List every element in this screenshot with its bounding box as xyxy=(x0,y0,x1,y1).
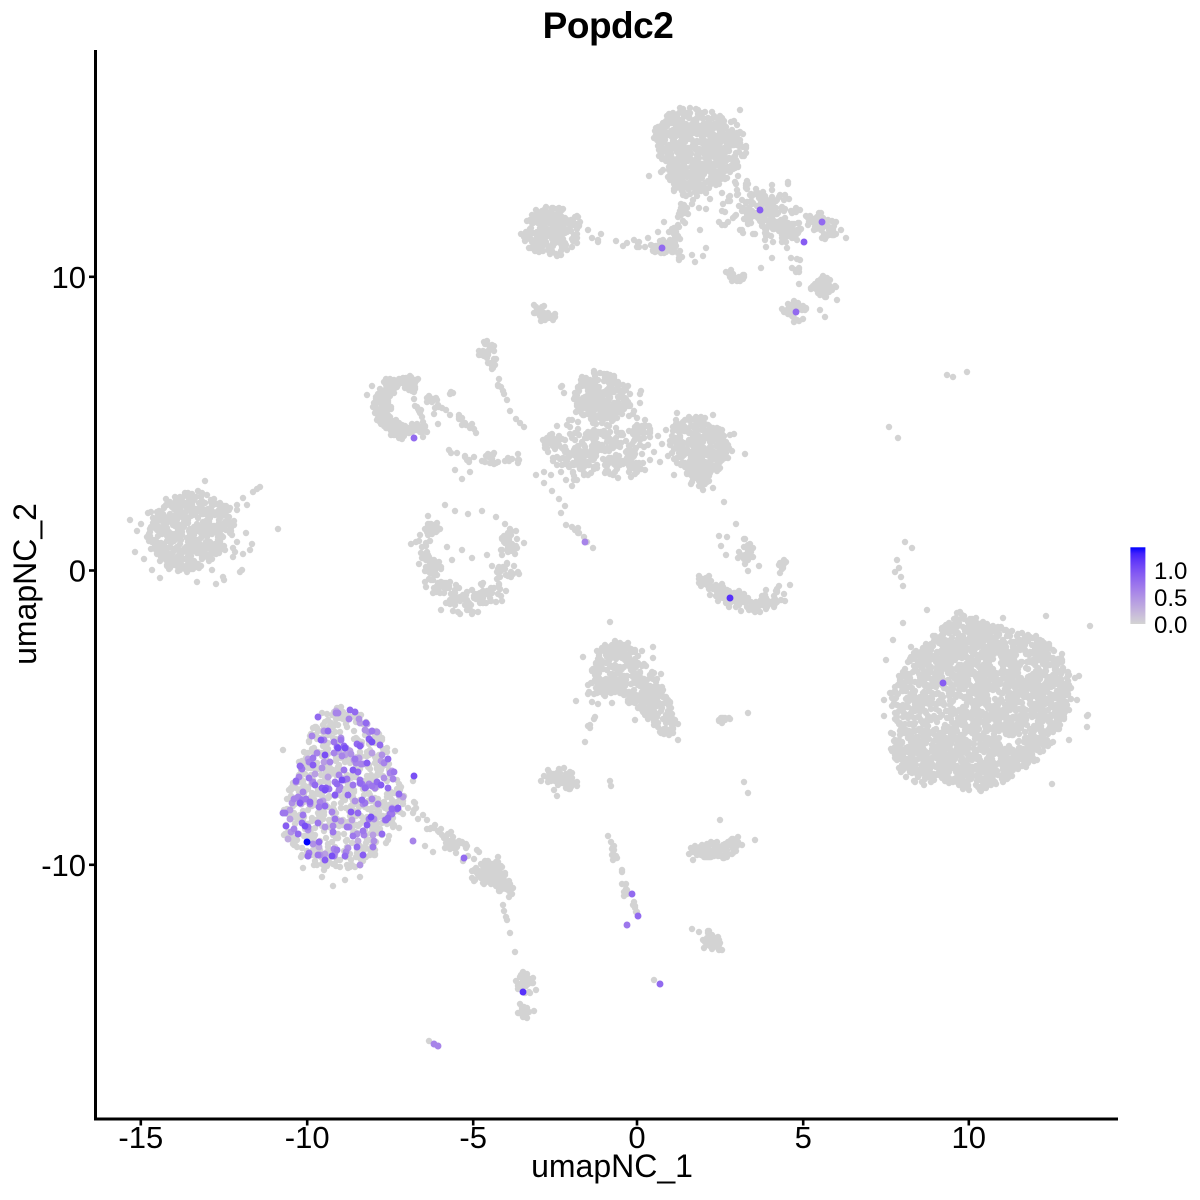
svg-text:5: 5 xyxy=(795,1120,812,1155)
svg-text:umapNC_1: umapNC_1 xyxy=(531,1148,693,1184)
svg-text:10: 10 xyxy=(52,260,86,295)
svg-text:-5: -5 xyxy=(459,1120,487,1155)
svg-text:1.0: 1.0 xyxy=(1154,558,1187,585)
svg-text:10: 10 xyxy=(952,1120,986,1155)
svg-text:Popdc2: Popdc2 xyxy=(543,5,674,46)
svg-text:umapNC_2: umapNC_2 xyxy=(7,503,43,665)
svg-text:0: 0 xyxy=(628,1120,645,1155)
svg-text:-10: -10 xyxy=(41,848,86,883)
svg-text:0.5: 0.5 xyxy=(1154,585,1187,612)
svg-text:0.0: 0.0 xyxy=(1154,612,1187,639)
svg-text:0: 0 xyxy=(69,554,86,589)
svg-text:-10: -10 xyxy=(285,1120,330,1155)
svg-text:-15: -15 xyxy=(118,1120,163,1155)
